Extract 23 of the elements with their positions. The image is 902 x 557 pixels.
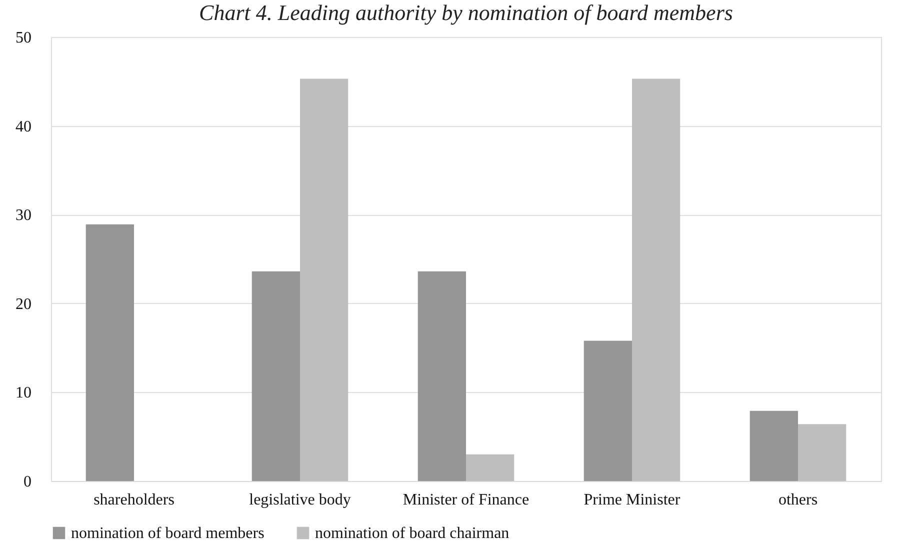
bar — [632, 78, 680, 481]
bar — [466, 454, 514, 481]
bar — [252, 271, 300, 481]
bar — [418, 271, 466, 481]
bar — [584, 340, 632, 481]
x-tick-label: others — [778, 492, 818, 508]
x-tick-label: Prime Minister — [584, 492, 681, 508]
y-tick-label: 40 — [16, 118, 32, 136]
bar — [798, 424, 846, 481]
chart-title: Chart 4. Leading authority by nomination of board members — [199, 0, 733, 25]
y-tick-label: 30 — [16, 207, 32, 224]
bar — [300, 78, 348, 481]
bar — [750, 410, 798, 481]
bar — [86, 224, 134, 481]
legend-label: nomination of board members — [71, 525, 264, 542]
x-tick-label: legislative body — [249, 492, 351, 508]
legend-label: nomination of board chairman — [315, 525, 510, 542]
x-tick-label: shareholders — [94, 492, 174, 508]
y-tick-label: 50 — [16, 30, 32, 46]
x-tick-label: Minister of Finance — [402, 492, 530, 508]
y-tick-label: 20 — [16, 296, 32, 313]
y-tick-label: 10 — [16, 384, 32, 402]
y-tick-label: 0 — [24, 474, 32, 490]
